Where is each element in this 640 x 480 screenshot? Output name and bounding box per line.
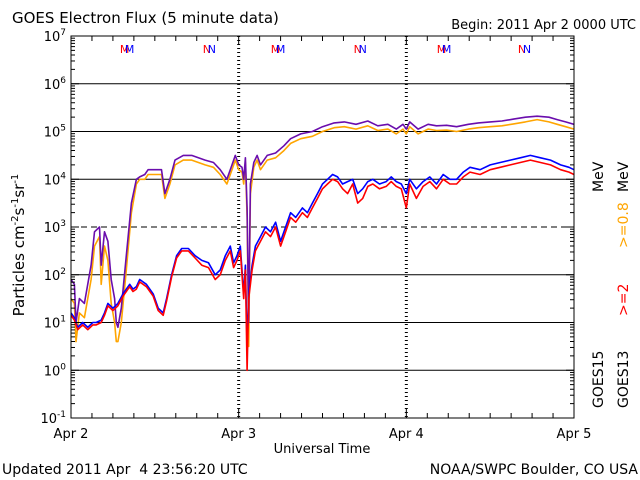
y-tick-label-1e5: 105 — [44, 124, 66, 141]
y-label-base: Particles cm — [10, 225, 28, 316]
y-tick-exponent: 7 — [60, 28, 66, 38]
y-label-exp-1: -2 — [10, 215, 21, 225]
y-tick-label-1e0: 100 — [44, 362, 67, 379]
y-tick-base: 10 — [44, 221, 61, 236]
marker-n-11: N — [523, 43, 531, 56]
marker-n-10: N — [518, 43, 526, 56]
legend-sat-secondary: GOES13 — [616, 351, 632, 408]
y-tick-exponent: 2 — [60, 267, 66, 277]
y-label-exp-3: -1 — [10, 174, 21, 184]
y-tick-exponent: 6 — [60, 76, 66, 86]
y-tick-label-1e2: 102 — [44, 267, 66, 284]
x-axis-label: Universal Time — [274, 442, 371, 457]
legend-sat-primary: GOES15 — [591, 351, 607, 408]
series-goes13-2-mev — [71, 159, 574, 372]
event-markers: MM NN MM NN MM NN — [120, 43, 531, 56]
x-tick-label-apr-5: Apr 5 — [557, 427, 592, 442]
marker-m-8: M — [437, 43, 447, 56]
credit-label: NOAA/SWPC Boulder, CO USA — [430, 462, 639, 478]
marker-m-1: M — [125, 43, 135, 56]
y-label-mid-2: sr — [10, 183, 28, 198]
y-tick-exponent: 3 — [60, 219, 66, 229]
series-lines — [71, 115, 574, 372]
y-tick-exponent: 4 — [60, 171, 66, 181]
legend-energy-low: >=0.8 — [616, 202, 632, 248]
y-tick-label-1e6: 106 — [44, 76, 67, 93]
y-tick-exponent: -1 — [57, 410, 66, 420]
y-tick-base: 10 — [44, 364, 61, 379]
marker-n-6: N — [354, 43, 362, 56]
marker-m-9: M — [442, 43, 452, 56]
y-tick-label-1e7: 107 — [44, 28, 66, 45]
y-tick-exponent: 0 — [60, 362, 66, 372]
y-tick-base: 10 — [44, 30, 61, 45]
y-tick-label-1e3: 103 — [44, 219, 66, 236]
marker-n-3: N — [208, 43, 216, 56]
legend-mev-low: MeV — [591, 161, 607, 192]
y-tick-base: 10 — [40, 412, 57, 427]
y-axis-label: Particles cm-2s-1sr-1 — [10, 174, 28, 317]
y-tick-label-1e4: 104 — [44, 171, 67, 188]
gridlines — [71, 83, 574, 371]
marker-n-7: N — [359, 43, 367, 56]
legend-mev-high: MeV — [616, 161, 632, 192]
y-tick-base: 10 — [44, 173, 61, 188]
marker-m-5: M — [276, 43, 286, 56]
marker-m-4: M — [271, 43, 281, 56]
y-tick-base: 10 — [44, 78, 61, 93]
axis-ticks — [70, 35, 575, 419]
y-tick-base: 10 — [44, 269, 61, 284]
chart-title: GOES Electron Flux (5 minute data) — [12, 9, 279, 27]
y-tick-label-1e1: 101 — [44, 315, 66, 332]
series-goes15-2-mev — [71, 154, 574, 348]
y-tick-exponent: 5 — [60, 124, 66, 134]
x-tick-labels: Apr 2 Apr 3 Apr 4 Apr 5 — [54, 427, 592, 442]
begin-label: Begin: 2011 Apr 2 0000 UTC — [451, 18, 636, 33]
y-tick-base: 10 — [44, 126, 61, 141]
x-tick-label-apr-4: Apr 4 — [389, 427, 424, 442]
updated-timestamp: Updated 2011 Apr 4 23:56:20 UTC — [2, 462, 248, 478]
y-label-exp-2: -1 — [10, 198, 21, 208]
marker-n-2: N — [203, 43, 211, 56]
y-tick-exponent: 1 — [60, 315, 66, 325]
series-goes15-0-8-mev — [71, 115, 574, 329]
y-tick-base: 10 — [44, 317, 61, 332]
series-goes13-0-8-mev — [71, 118, 574, 348]
marker-m-0: M — [120, 43, 130, 56]
y-label-mid-1: s — [10, 207, 28, 215]
legend-energy-high: >=2 — [616, 284, 632, 316]
x-tick-label-apr-3: Apr 3 — [221, 427, 256, 442]
x-tick-label-apr-2: Apr 2 — [54, 427, 89, 442]
y-tick-label-1e-1: 10-1 — [40, 410, 66, 427]
